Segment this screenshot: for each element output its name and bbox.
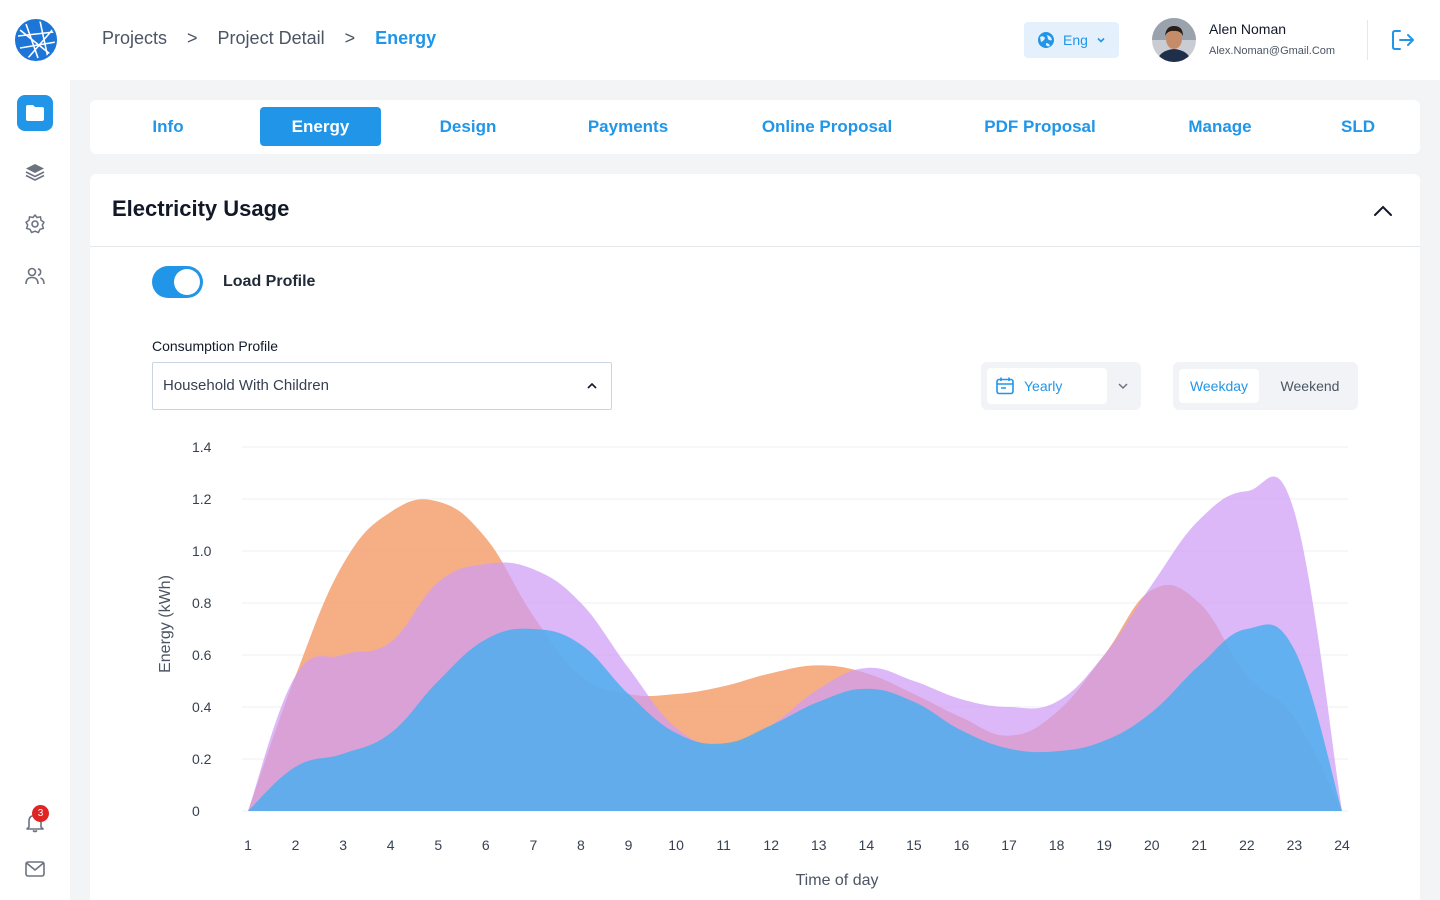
sidebar-item-layers[interactable] (17, 154, 53, 190)
electricity-usage-panel: Electricity Usage Load Profile Consumpti… (90, 174, 1420, 900)
y-tick-label: 0.4 (192, 699, 212, 715)
x-tick-label: 24 (1334, 837, 1350, 853)
calendar-icon (996, 377, 1014, 395)
chevron-right-icon: > (344, 28, 356, 48)
tab-bar: Info Energy Design Payments Online Propo… (90, 100, 1420, 154)
top-bar: Projects > Project Detail > Energy Eng A… (0, 0, 1440, 80)
sidebar-item-users[interactable] (17, 258, 53, 294)
x-tick-label: 1 (244, 837, 252, 853)
consumption-profile-value: Household With Children (163, 377, 329, 394)
x-tick-label: 20 (1144, 837, 1160, 853)
x-tick-label: 21 (1192, 837, 1208, 853)
divider (1367, 20, 1368, 60)
consumption-profile-label: Consumption Profile (152, 338, 279, 354)
y-tick-label: 0.2 (192, 751, 212, 767)
weekday-option[interactable]: Weekday (1179, 369, 1259, 403)
notification-badge: 3 (32, 805, 49, 822)
x-tick-label: 17 (1001, 837, 1017, 853)
period-value-box: Yearly (987, 368, 1107, 404)
avatar[interactable] (1152, 18, 1196, 62)
x-tick-label: 22 (1239, 837, 1255, 853)
globe-icon (1038, 32, 1055, 48)
breadcrumb: Projects > Project Detail > Energy (102, 28, 436, 49)
sidebar (0, 80, 70, 900)
tab-design[interactable]: Design (439, 116, 497, 136)
chevron-down-icon (1118, 383, 1128, 390)
x-tick-label: 13 (811, 837, 827, 853)
y-tick-label: 1.4 (192, 439, 212, 455)
x-tick-label: 14 (859, 837, 875, 853)
x-tick-label: 18 (1049, 837, 1065, 853)
chevron-down-icon (1097, 37, 1105, 43)
x-tick-label: 12 (763, 837, 779, 853)
x-tick-label: 2 (292, 837, 300, 853)
x-tick-label: 15 (906, 837, 922, 853)
y-tick-label: 0.8 (192, 595, 212, 611)
breadcrumb-project-detail[interactable]: Project Detail (217, 28, 325, 48)
gear-icon (25, 214, 45, 234)
tab-sld[interactable]: SLD (1341, 116, 1375, 136)
breadcrumb-projects[interactable]: Projects (102, 28, 168, 48)
users-icon (25, 267, 45, 285)
x-tick-label: 3 (339, 837, 347, 853)
y-tick-label: 1.0 (192, 543, 212, 559)
y-tick-label: 0.6 (192, 647, 212, 663)
logout-icon[interactable] (1390, 27, 1416, 53)
breadcrumb-current: Energy (375, 28, 437, 48)
user-email: Alex.Noman@Gmail.Com (1209, 45, 1336, 57)
x-tick-label: 23 (1287, 837, 1303, 853)
tab-pdf-proposal[interactable]: PDF Proposal (984, 116, 1096, 136)
tab-payments[interactable]: Payments (587, 116, 669, 136)
period-value: Yearly (1024, 378, 1063, 394)
tab-info[interactable]: Info (152, 116, 184, 136)
x-tick-label: 16 (954, 837, 970, 853)
energy-area-chart: 00.20.40.60.81.01.21.41 2 3 4 5 6 7 8 9 10 11 12 13 1… (157, 439, 1350, 889)
x-tick-label: 7 (529, 837, 537, 853)
series-area-3 (248, 624, 1342, 811)
panel-title: Electricity Usage (112, 196, 290, 221)
y-axis-label: Energy (kWh) (157, 575, 174, 673)
y-tick-label: 0 (192, 803, 200, 819)
toggle-knob (174, 269, 200, 295)
x-tick-label: 5 (434, 837, 442, 853)
x-tick-label: 4 (387, 837, 395, 853)
mail-button[interactable] (17, 851, 53, 887)
divider (90, 246, 1420, 247)
x-tick-label: 8 (577, 837, 585, 853)
language-label: Eng (1063, 32, 1088, 48)
sidebar-item-projects[interactable] (17, 95, 53, 131)
folder-icon (26, 105, 44, 121)
period-select[interactable]: Yearly (981, 362, 1141, 410)
mail-icon (25, 861, 45, 877)
x-tick-label: 11 (716, 837, 731, 853)
chevron-right-icon: > (187, 28, 198, 48)
sidebar-item-settings[interactable] (17, 206, 53, 242)
user-name: Alen Noman (1209, 21, 1287, 37)
company-logo[interactable] (14, 18, 58, 62)
tab-manage[interactable]: Manage (1188, 116, 1252, 136)
tab-energy[interactable]: Energy (260, 107, 381, 146)
chevron-up-icon (587, 382, 597, 389)
x-tick-label: 19 (1096, 837, 1112, 853)
layers-icon (25, 164, 45, 181)
x-tick-label: 9 (625, 837, 633, 853)
x-tick-label: 6 (482, 837, 490, 853)
x-axis-label: Time of day (796, 872, 879, 889)
language-selector[interactable]: Eng (1024, 22, 1119, 58)
chevron-up-icon[interactable] (1372, 200, 1394, 222)
load-profile-toggle[interactable] (152, 266, 203, 298)
load-profile-label: Load Profile (223, 273, 316, 290)
tab-online-proposal[interactable]: Online Proposal (761, 116, 893, 136)
x-tick-label: 10 (668, 837, 684, 853)
day-type-switch: Weekday Weekend (1173, 362, 1358, 410)
consumption-profile-select[interactable]: Household With Children (152, 362, 612, 410)
y-tick-label: 1.2 (192, 491, 212, 507)
weekend-option[interactable]: Weekend (1280, 378, 1340, 394)
